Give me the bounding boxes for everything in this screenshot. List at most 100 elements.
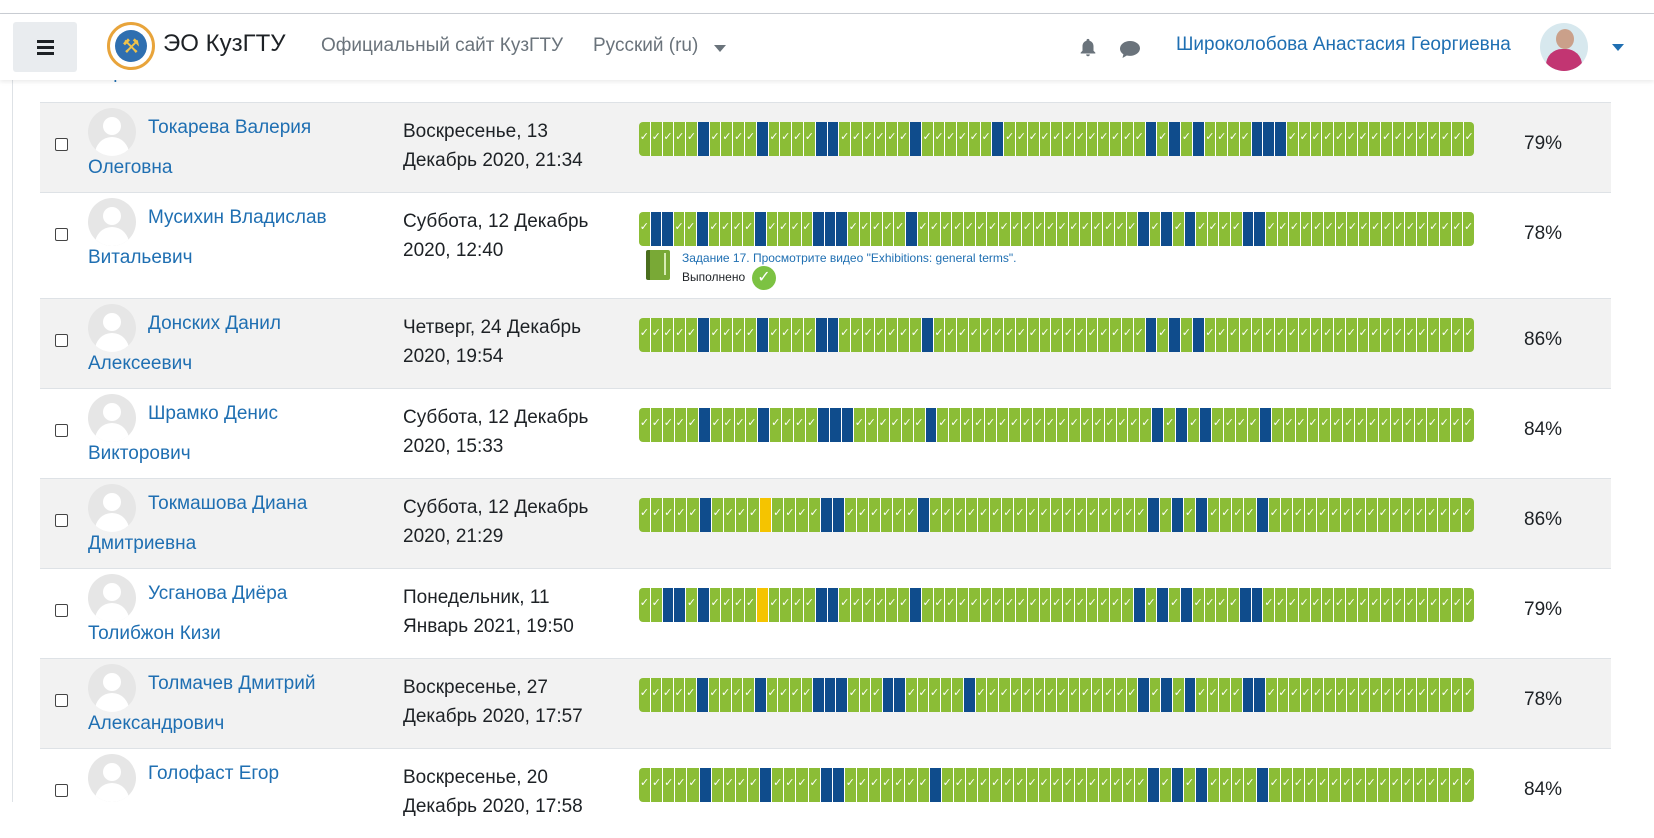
activity-incomplete-cell[interactable] [755,212,767,246]
activity-complete-cell[interactable] [746,408,759,442]
activity-complete-cell[interactable] [1322,588,1335,622]
activity-complete-cell[interactable] [1450,768,1463,802]
activity-incomplete-cell[interactable] [1133,588,1146,622]
activity-complete-cell[interactable] [685,678,698,712]
activity-complete-cell[interactable] [957,588,969,622]
activity-complete-cell[interactable] [687,768,700,802]
activity-complete-cell[interactable] [733,318,746,352]
activity-incomplete-cell[interactable] [1275,122,1287,156]
activity-complete-cell[interactable] [929,212,941,246]
activity-complete-cell[interactable] [886,588,899,622]
activity-complete-cell[interactable] [650,122,663,156]
activity-complete-cell[interactable] [909,318,922,352]
activity-incomplete-cell[interactable] [1161,678,1174,712]
activity-complete-cell[interactable] [1367,408,1380,442]
activity-complete-cell[interactable] [1021,408,1033,442]
activity-incomplete-cell[interactable] [699,498,712,532]
activity-complete-cell[interactable] [1207,678,1220,712]
activity-complete-cell[interactable] [953,498,966,532]
activity-complete-cell[interactable] [1370,212,1382,246]
activity-complete-cell[interactable] [711,498,724,532]
activity-complete-cell[interactable] [882,212,895,246]
activity-complete-cell[interactable] [1286,588,1299,622]
row-select-checkbox[interactable] [55,138,68,151]
activity-complete-cell[interactable] [992,318,1005,352]
activity-complete-cell[interactable] [1265,678,1278,712]
activity-complete-cell[interactable] [735,768,748,802]
activity-complete-cell[interactable] [1280,768,1293,802]
activity-incomplete-cell[interactable] [827,122,840,156]
activity-complete-cell[interactable] [941,768,954,802]
activity-complete-cell[interactable] [965,498,979,532]
student-avatar[interactable] [88,664,136,712]
activity-complete-cell[interactable] [1247,408,1260,442]
activity-complete-cell[interactable] [747,768,761,802]
activity-complete-cell[interactable] [651,768,664,802]
activity-complete-cell[interactable] [886,122,899,156]
activity-complete-cell[interactable] [1173,212,1185,246]
activity-complete-cell[interactable] [1122,122,1134,156]
activity-incomplete-cell[interactable] [1171,768,1184,802]
activity-complete-cell[interactable] [1292,768,1306,802]
activity-complete-cell[interactable] [978,768,991,802]
activity-complete-cell[interactable] [1345,588,1358,622]
activity-complete-cell[interactable] [1323,212,1336,246]
activity-complete-cell[interactable] [1331,408,1344,442]
activity-complete-cell[interactable] [1208,768,1221,802]
official-site-link[interactable]: Официальный сайт КузГТУ [321,35,564,56]
activity-incomplete-cell[interactable] [909,588,922,622]
activity-complete-cell[interactable] [1426,498,1439,532]
activity-complete-cell[interactable] [975,678,988,712]
activity-complete-cell[interactable] [1126,678,1139,712]
student-avatar[interactable] [88,754,136,802]
activity-complete-cell[interactable] [708,678,721,712]
activity-complete-cell[interactable] [1099,498,1112,532]
activity-complete-cell[interactable] [1062,768,1075,802]
activity-complete-cell[interactable] [933,318,946,352]
activity-complete-cell[interactable] [1451,212,1464,246]
activity-complete-cell[interactable] [941,498,954,532]
activity-complete-cell[interactable] [1098,588,1111,622]
activity-complete-cell[interactable] [990,498,1003,532]
activity-complete-cell[interactable] [1322,122,1335,156]
student-avatar[interactable] [88,484,136,532]
activity-complete-cell[interactable] [1004,122,1016,156]
activity-incomplete-cell[interactable] [755,678,767,712]
activity-complete-cell[interactable] [722,408,735,442]
activity-incomplete-cell[interactable] [1196,498,1209,532]
activity-complete-cell[interactable] [789,678,802,712]
activity-complete-cell[interactable] [686,122,698,156]
activity-complete-cell[interactable] [1231,678,1243,712]
activity-incomplete-cell[interactable] [1256,768,1269,802]
activity-complete-cell[interactable] [720,678,732,712]
activity-incomplete-cell[interactable] [1138,678,1150,712]
activity-complete-cell[interactable] [1098,122,1111,156]
activity-complete-cell[interactable] [851,122,863,156]
activity-complete-cell[interactable] [1086,318,1099,352]
activity-complete-cell[interactable] [1393,678,1406,712]
student-name-link[interactable]: Мусихин Владислав [148,207,327,228]
activity-complete-cell[interactable] [1305,498,1318,532]
student-avatar[interactable] [88,108,136,156]
activity-incomplete-cell[interactable] [827,318,840,352]
activity-title-link[interactable]: Задание 17. Просмотрите видео "Exhibitio… [682,251,1017,265]
activity-incomplete-cell[interactable] [906,212,918,246]
activity-complete-cell[interactable] [851,318,863,352]
activity-complete-cell[interactable] [980,588,993,622]
activity-complete-cell[interactable] [1440,318,1452,352]
activity-incomplete-cell[interactable] [1196,768,1209,802]
activity-complete-cell[interactable] [1216,122,1229,156]
activity-complete-cell[interactable] [1244,498,1257,532]
activity-complete-cell[interactable] [980,122,993,156]
activity-complete-cell[interactable] [847,212,860,246]
activity-complete-cell[interactable] [1050,768,1063,802]
activity-complete-cell[interactable] [874,588,887,622]
activity-complete-cell[interactable] [745,588,757,622]
user-menu-name[interactable]: Широколобова Анастасия Георгиевна [1176,34,1511,55]
university-logo-icon[interactable] [107,22,155,70]
activity-complete-cell[interactable] [662,318,675,352]
activity-complete-cell[interactable] [1334,588,1346,622]
activity-complete-cell[interactable] [710,408,723,442]
activity-incomplete-cell[interactable] [820,768,833,802]
activity-complete-cell[interactable] [639,122,651,156]
